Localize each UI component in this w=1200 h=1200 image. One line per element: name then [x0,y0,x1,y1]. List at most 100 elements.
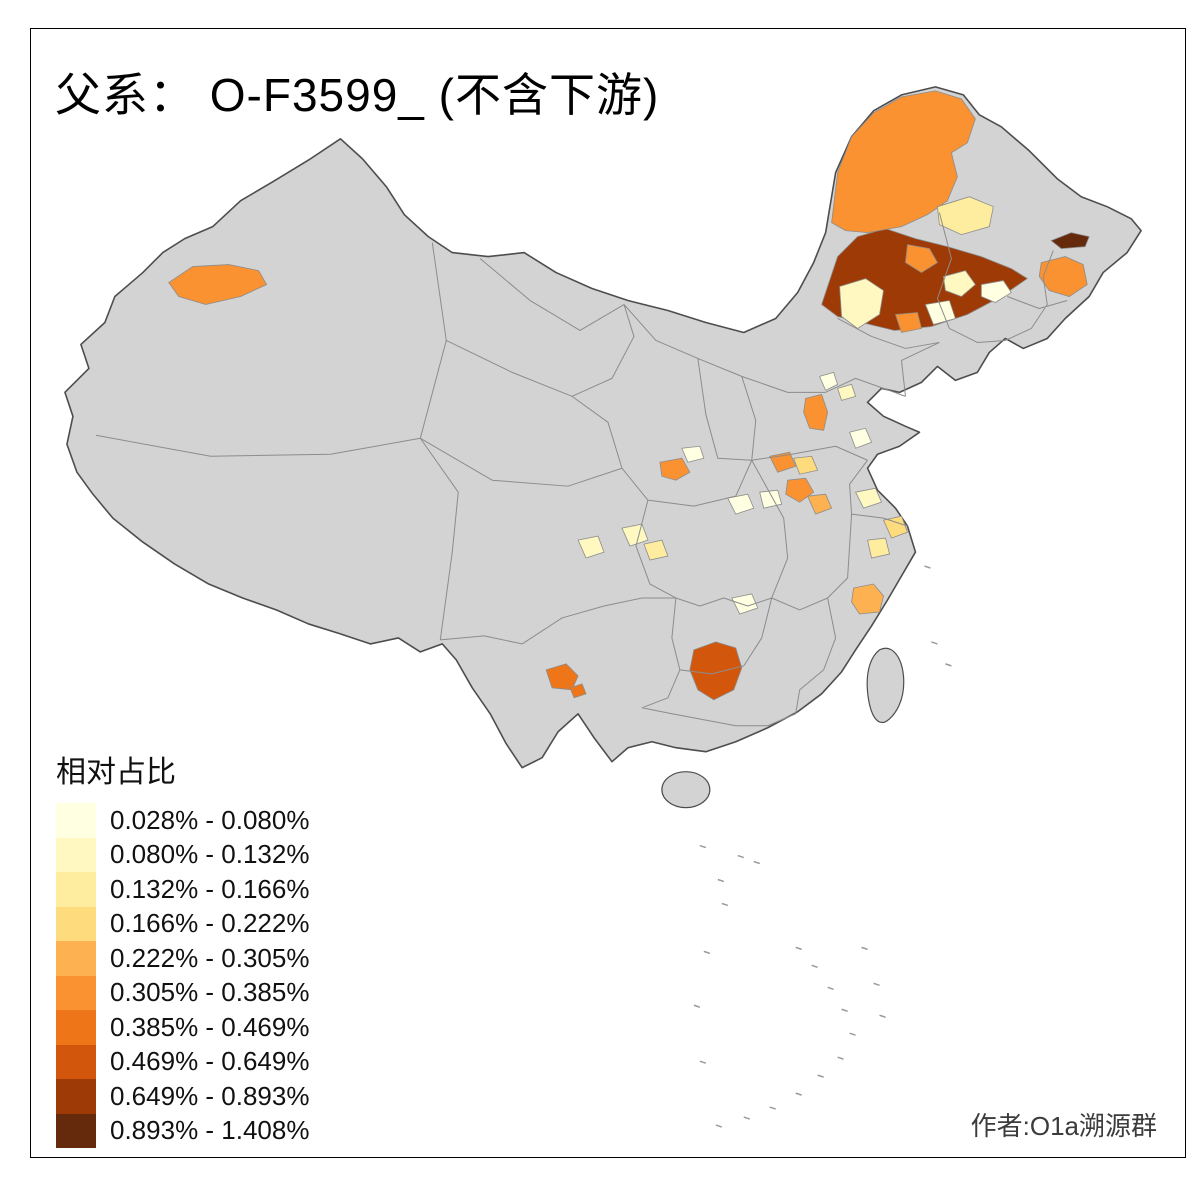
legend-swatch [56,803,96,838]
sea-island-mark [849,1032,856,1036]
sea-island-mark [699,844,707,849]
legend-item: 0.305% - 0.385% [56,975,310,1010]
map-region-southwest-yellow [643,539,669,561]
legend-item: 0.893% - 1.408% [56,1113,310,1148]
legend-label: 0.469% - 0.649% [110,1046,310,1077]
legend-item: 0.649% - 0.893% [56,1079,309,1114]
map-region-north-pale-a [819,371,839,391]
map-region-east-yellow-a [882,515,908,539]
map-region-im-south-pale [839,278,884,329]
legend-swatch [56,1079,96,1114]
sea-island-mark [795,1092,802,1096]
map-region-southwest-orange-b [569,683,587,699]
legend-label: 0.222% - 0.305% [110,942,310,973]
hainan-island [661,771,711,809]
map-region-southwest-orange-a [545,663,579,691]
legend-label: 0.132% - 0.166% [110,873,310,904]
sea-island-mark [861,946,868,951]
china-choropleth-map [64,86,1142,1128]
legend-label: 0.893% - 1.408% [110,1115,310,1146]
sea-island-mark [721,902,729,907]
legend: 相对占比 0.028% - 0.080% 0.080% - 0.132% 0.132… [56,747,309,1148]
map-region-east-yellow-b [867,537,890,559]
map-region-south-pale [731,593,759,615]
map-region-central-orange-c [807,493,833,515]
map-region-west-central-pale [681,445,705,463]
sea-island-mark [924,565,931,569]
legend-item: 0.132% - 0.166% [56,872,309,907]
sea-island-mark [743,1116,750,1120]
sea-island-mark [827,986,834,991]
map-region-southwest-pale-a [577,535,605,559]
legend-item: 0.469% - 0.649% [56,1044,310,1079]
legend-title: 相对占比 [56,756,176,789]
sea-island-mark [879,1014,886,1018]
map-region-central-orange-a [769,451,797,473]
sea-island-mark [769,1106,776,1110]
attribution-text: 作者:O1a溯源群 [970,1111,1157,1141]
china-mainland-outline [64,86,1142,769]
sea-island-mark [837,1056,844,1060]
legend-swatch [56,975,96,1010]
map-region-im-small-pale [924,300,956,325]
legend-label: 0.305% - 0.385% [110,977,310,1008]
legend-item: 0.166% - 0.222% [56,906,310,941]
legend-label: 0.166% - 0.222% [110,908,310,939]
map-region-northeast-dark [1050,232,1090,250]
plot-frame: 父系： O-F3599_ (不含下游) 相对占比 0.028% - 0.080%… [30,28,1186,1158]
sea-island-mark [753,860,760,865]
highlighted-regions-layer [168,90,1090,701]
taiwan-island [866,647,905,724]
legend-swatch [56,1044,96,1079]
page-title: 父系： O-F3599_ (不含下游) [55,69,660,121]
sea-island-mark [931,641,938,645]
map-region-northeast-pale-b [980,280,1012,303]
sea-island-mark [817,1074,824,1078]
province-borders [95,212,1068,727]
legend-item: 0.080% - 0.132% [56,837,310,872]
sea-island-mark [715,1124,723,1128]
map-region-east-pale-a [854,487,883,509]
map-region-im-small-orange [894,312,922,333]
map-region-northeast-pale-a [942,270,976,297]
legend-swatch [56,872,96,907]
sea-island-mark [693,1004,701,1008]
legend-swatch [56,1113,96,1148]
map-region-north-hump-orange [831,90,976,234]
map-region-hebei-pale [849,427,873,449]
sea-island-mark [811,964,818,969]
map-region-central-orange-b [785,477,815,503]
map-region-west-orange [168,264,268,305]
legend-label: 0.028% - 0.080% [110,804,310,835]
legend-items: 0.028% - 0.080% 0.080% - 0.132% 0.132% - 0… [56,803,309,1148]
legend-label: 0.080% - 0.132% [110,839,310,870]
map-region-north-orange-strip [803,393,829,431]
map-region-central-yellow-a [793,455,819,475]
map-region-east-coast-orange [851,583,884,615]
legend-swatch [56,1010,96,1045]
map-region-north-pale-b [837,383,857,401]
map-region-northeast-orange [1038,256,1088,297]
map-region-im-east-orange [905,244,938,274]
map-region-hump-se-yellow [936,196,994,236]
legend-label: 0.385% - 0.469% [110,1011,310,1042]
map-region-south-dark-orange [689,641,743,701]
legend-swatch [56,906,96,941]
sea-island-mark [841,1008,848,1012]
map-region-mid-pale [727,493,755,515]
sea-islands-layer [693,565,952,1128]
sea-island-mark [737,854,745,859]
sea-island-mark [703,950,711,955]
legend-label: 0.649% - 0.893% [110,1080,310,1111]
legend-item: 0.028% - 0.080% [56,803,309,838]
map-region-southwest-pale-b [621,523,649,547]
legend-item: 0.385% - 0.469% [56,1010,309,1045]
sea-island-mark [945,663,952,667]
legend-swatch [56,941,96,976]
sea-island-mark [873,982,880,987]
sea-island-mark [699,1060,707,1064]
sea-island-mark [717,878,725,883]
legend-swatch [56,837,96,872]
legend-item: 0.222% - 0.305% [56,941,309,976]
